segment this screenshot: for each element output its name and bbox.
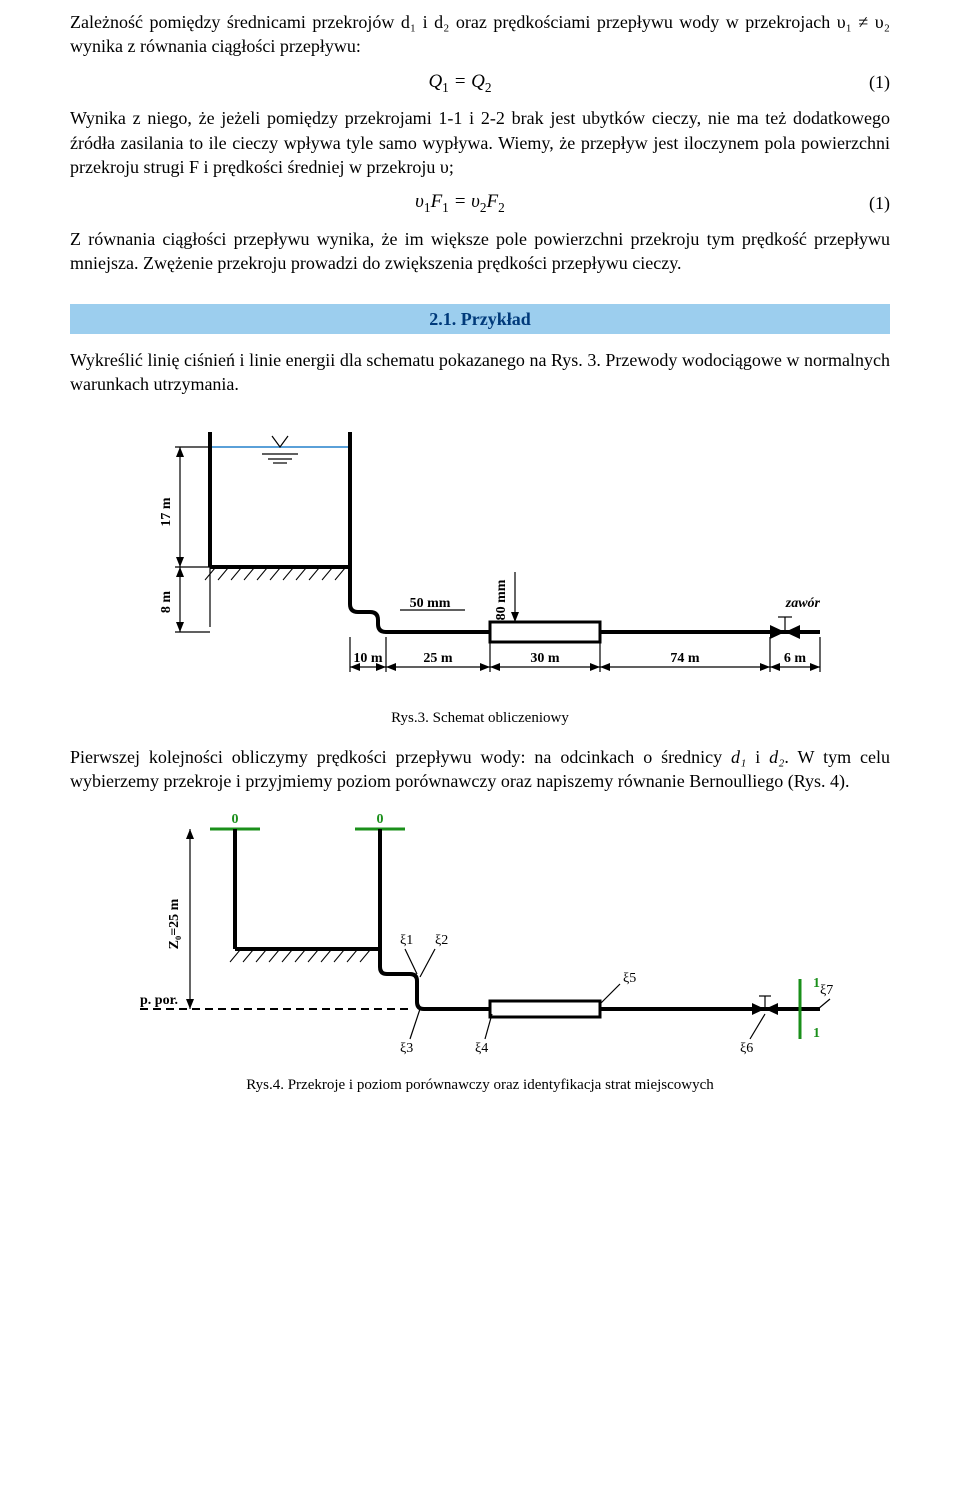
dim-seg4: 74 m	[670, 651, 700, 666]
para5-b: d₁	[731, 747, 746, 767]
equation-1-number: (1)	[850, 70, 890, 94]
paragraph-1: Zależność pomiędzy średnicami przekrojów…	[70, 10, 890, 59]
xi7-label: ξ7	[820, 983, 833, 998]
dim-seg5: 6 m	[784, 651, 807, 666]
para5-d: d₂	[769, 747, 784, 767]
para5-c: i	[746, 747, 769, 767]
paragraph-3: Z równania ciągłości przepływu wynika, ż…	[70, 227, 890, 276]
ppor-label: p. por.	[140, 993, 178, 1008]
equation-1: Q1 = Q2 (1)	[70, 69, 890, 97]
dim-seg3: 30 m	[530, 651, 560, 666]
figure-3: 17 m 8 m 50 mm 80 mm zawór	[70, 412, 890, 702]
para5-a: Pierwszej kolejności obliczymy prędkości…	[70, 747, 731, 767]
dim-seg1: 10 m	[353, 651, 383, 666]
paragraph-2: Wynika z niego, że jeżeli pomiędzy przek…	[70, 106, 890, 179]
figure-4: 0 0 Z₀=25 m p. por. 1 1 ξ1	[70, 809, 890, 1069]
one-a: 1	[813, 976, 820, 991]
dim-50mm: 50 mm	[410, 596, 451, 611]
hatch-icon	[205, 568, 345, 580]
equation-2-body: υ1F1 = υ2F2	[70, 189, 850, 217]
xi2-label: ξ2	[435, 933, 448, 948]
equation-2-number: (1)	[850, 191, 890, 215]
paragraph-5: Pierwszej kolejności obliczymy prędkości…	[70, 745, 890, 794]
dim-17m: 17 m	[159, 498, 174, 528]
valve-icon	[770, 617, 800, 639]
section-header: 2.1. Przykład	[70, 304, 890, 334]
one-b: 1	[813, 1026, 820, 1041]
figure-3-svg: 17 m 8 m 50 mm 80 mm zawór	[120, 412, 840, 702]
figure-4-caption: Rys.4. Przekroje i poziom porównawczy or…	[70, 1075, 890, 1095]
z0-label: Z₀=25 m	[167, 899, 182, 950]
hatch-icon-2	[230, 950, 370, 962]
xi5-label: ξ5	[623, 971, 636, 986]
xi4-label: ξ4	[475, 1041, 488, 1056]
equation-1-body: Q1 = Q2	[70, 69, 850, 97]
dim-8m: 8 m	[159, 591, 174, 614]
dim-seg2: 25 m	[423, 651, 453, 666]
valve-label: zawór	[785, 596, 821, 611]
valve-icon-2	[752, 996, 778, 1015]
equation-2: υ1F1 = υ2F2 (1)	[70, 189, 890, 217]
zero-right: 0	[377, 812, 384, 827]
xi3-label: ξ3	[400, 1041, 413, 1056]
zero-left: 0	[232, 812, 239, 827]
figure-3-caption: Rys.3. Schemat obliczeniowy	[70, 708, 890, 728]
xi1-label: ξ1	[400, 933, 413, 948]
paragraph-4: Wykreślić linię ciśnień i linie energii …	[70, 348, 890, 397]
dim-80mm: 80 mm	[494, 580, 509, 621]
xi6-label: ξ6	[740, 1041, 753, 1056]
figure-4-svg: 0 0 Z₀=25 m p. por. 1 1 ξ1	[120, 809, 840, 1069]
